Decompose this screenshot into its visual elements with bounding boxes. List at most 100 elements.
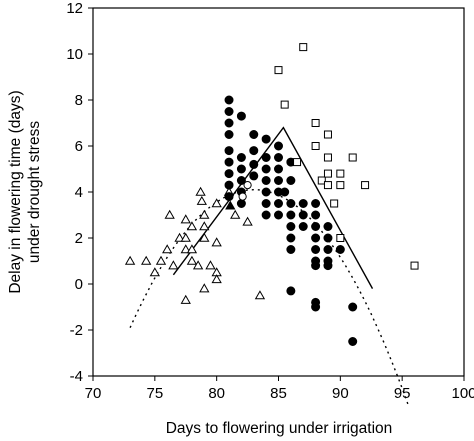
- open-triangle-point: [180, 232, 191, 242]
- open-square-point: [311, 119, 320, 127]
- filled-circle-point: [323, 222, 333, 231]
- filled-circle-point: [274, 141, 283, 151]
- y-tick-label: 8: [75, 92, 83, 109]
- open-circle-point: [243, 181, 252, 190]
- filled-circle-point: [311, 302, 321, 312]
- x-tick-label: 100: [451, 385, 474, 402]
- open-square-point: [317, 176, 326, 185]
- x-tick-label: 80: [208, 385, 225, 402]
- open-triangle-point: [155, 255, 167, 265]
- filled-circle-point: [298, 199, 308, 208]
- open-triangle-point: [186, 255, 198, 265]
- filled-circle-point: [236, 199, 246, 208]
- filled-circle-point: [224, 107, 234, 116]
- filled-circle-point: [274, 153, 283, 162]
- open-square-point: [336, 234, 345, 242]
- open-square-point: [323, 153, 332, 162]
- filled-circle-point: [286, 245, 296, 254]
- filled-circle-point: [249, 159, 259, 169]
- open-triangle-point: [168, 260, 179, 270]
- y-tick-label: 6: [75, 138, 83, 155]
- filled-circle-point: [323, 261, 333, 271]
- open-triangle-point: [141, 255, 152, 265]
- filled-circle-point: [261, 187, 271, 197]
- open-triangle-point: [254, 290, 266, 300]
- filled-circle-point: [236, 176, 246, 185]
- open-triangle-point: [180, 214, 191, 224]
- filled-circle-point: [249, 171, 259, 181]
- filled-circle-point: [298, 210, 308, 220]
- open-triangle-point: [199, 221, 210, 231]
- filled-circle-point: [335, 245, 345, 254]
- filled-circle-point: [274, 210, 283, 220]
- filled-circle-point: [298, 222, 308, 231]
- filled-circle-point: [323, 245, 333, 254]
- filled-circle-point: [236, 111, 246, 121]
- y-axis-ticks: -4 -2 0 2 4 6 8 10 12: [66, 0, 93, 385]
- filled-circle-point: [286, 233, 296, 243]
- filled-circle-point: [261, 176, 271, 185]
- open-square-point: [336, 169, 345, 178]
- open-square-point: [311, 142, 320, 150]
- filled-triangle-point: [225, 200, 236, 210]
- y-tick-label: 0: [75, 276, 83, 293]
- open-square-point: [323, 169, 332, 178]
- open-triangle-point: [124, 255, 136, 265]
- filled-circle-point: [236, 153, 246, 162]
- filled-circle-point: [274, 176, 283, 185]
- x-tick-label: 95: [394, 385, 411, 402]
- filled-circle-point: [224, 192, 234, 202]
- y-tick-label: 12: [66, 0, 83, 17]
- open-triangle-point: [195, 186, 206, 196]
- piecewise-fit-line: [172, 126, 374, 289]
- filled-circle-point: [311, 210, 321, 220]
- open-triangle-point: [196, 195, 207, 205]
- open-triangle-point: [186, 244, 198, 254]
- filled-circle-point: [348, 337, 358, 346]
- open-triangle-point: [211, 198, 222, 208]
- filled-circle-point: [274, 199, 283, 208]
- y-axis-title-line-1: Delay in flowering time (days): [7, 90, 24, 293]
- filled-circle-point: [261, 164, 271, 174]
- open-square-point: [361, 181, 370, 190]
- open-triangle-point: [199, 232, 210, 242]
- open-square-point: [323, 130, 332, 139]
- filled-circle-point: [224, 130, 234, 139]
- filled-circle-point: [224, 118, 234, 128]
- filled-circle-point: [286, 176, 296, 185]
- filled-circle-point: [311, 233, 321, 243]
- open-square-point: [410, 261, 419, 270]
- open-triangle-point: [211, 237, 222, 247]
- filled-circle-point: [280, 187, 290, 197]
- x-axis-ticks: 70 75 80 85 90 95 100: [85, 376, 474, 402]
- filled-circle-point: [224, 180, 234, 190]
- filled-circle-point: [311, 199, 321, 208]
- open-triangle-point: [180, 294, 191, 304]
- filled-circle-point: [311, 222, 321, 231]
- x-axis-title: Days to flowering under irrigation: [166, 420, 393, 437]
- y-tick-label: -2: [70, 322, 83, 339]
- filled-circle-point: [323, 233, 333, 243]
- filled-circle-point: [261, 199, 271, 208]
- open-triangle-point: [174, 232, 185, 242]
- open-square-point: [323, 181, 332, 190]
- x-tick-label: 85: [270, 385, 287, 402]
- open-triangle-point: [199, 209, 210, 219]
- open-triangle-point: [211, 274, 222, 284]
- open-triangle-point: [162, 244, 173, 254]
- filled-circle-point: [261, 153, 271, 162]
- open-triangle-point: [180, 244, 191, 254]
- filled-circle-point: [224, 157, 234, 167]
- open-triangle-point: [230, 209, 241, 219]
- y-axis-title-line-2: under drought stress: [26, 121, 43, 263]
- open-square-point: [330, 199, 339, 208]
- open-triangle-point: [192, 260, 204, 270]
- open-square-point: [299, 43, 308, 52]
- filled-circle-point: [261, 134, 271, 144]
- filled-circle-point: [286, 286, 296, 296]
- filled-circle-point: [286, 222, 296, 231]
- filled-circle-point: [236, 164, 246, 174]
- y-tick-label: 10: [66, 46, 83, 63]
- filled-circle-point: [348, 302, 358, 312]
